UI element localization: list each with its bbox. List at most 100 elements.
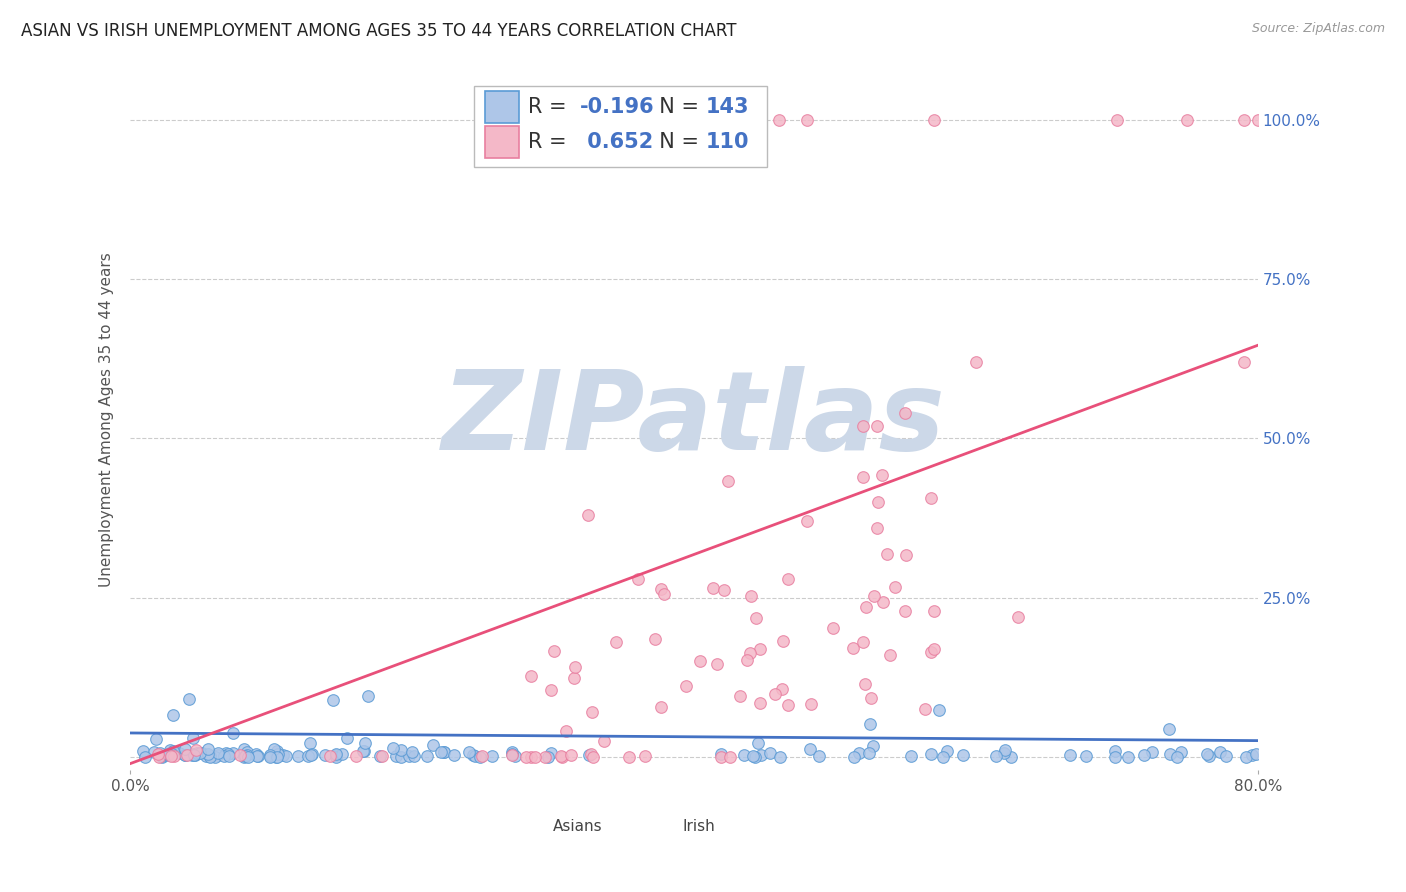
- Point: [520, 669, 543, 683]
- Point: [860, 690, 883, 705]
- Point: [524, 750, 547, 764]
- Point: [146, 747, 169, 761]
- Text: 0.652: 0.652: [581, 132, 654, 153]
- Point: [550, 750, 572, 764]
- Point: [689, 654, 711, 668]
- Point: [852, 418, 875, 433]
- Point: [464, 748, 486, 763]
- Point: [702, 581, 724, 595]
- Point: [183, 748, 205, 763]
- Point: [458, 745, 481, 759]
- Point: [1198, 749, 1220, 764]
- Point: [1233, 355, 1256, 369]
- Point: [176, 748, 198, 763]
- Point: [706, 657, 728, 671]
- Point: [733, 747, 755, 762]
- Point: [555, 724, 578, 739]
- Point: [163, 749, 186, 764]
- Point: [534, 750, 557, 764]
- Point: [319, 749, 342, 764]
- Point: [778, 698, 800, 712]
- Point: [197, 747, 219, 761]
- Point: [274, 749, 297, 764]
- Point: [605, 634, 627, 648]
- Point: [503, 749, 526, 764]
- Point: [952, 747, 974, 762]
- Point: [322, 693, 344, 707]
- Point: [463, 748, 485, 763]
- Point: [1116, 749, 1139, 764]
- Point: [325, 747, 347, 762]
- Point: [301, 747, 323, 762]
- Point: [920, 747, 942, 761]
- Point: [965, 355, 987, 369]
- Point: [634, 749, 657, 764]
- Point: [984, 748, 1007, 763]
- Point: [749, 642, 772, 657]
- Point: [862, 739, 884, 753]
- Point: [560, 747, 582, 762]
- Point: [236, 750, 259, 764]
- Point: [266, 743, 288, 757]
- Point: [195, 749, 218, 764]
- Point: [259, 750, 281, 764]
- Point: [181, 731, 204, 745]
- Point: [218, 749, 240, 764]
- Point: [1246, 747, 1268, 761]
- Point: [148, 749, 170, 764]
- Point: [1215, 748, 1237, 763]
- Point: [174, 747, 197, 762]
- Text: N =: N =: [645, 97, 706, 117]
- Point: [741, 749, 763, 764]
- Point: [235, 749, 257, 764]
- Point: [259, 747, 281, 762]
- Point: [749, 748, 772, 763]
- Point: [1197, 747, 1219, 761]
- Text: ASIAN VS IRISH UNEMPLOYMENT AMONG AGES 35 TO 44 YEARS CORRELATION CHART: ASIAN VS IRISH UNEMPLOYMENT AMONG AGES 3…: [21, 22, 737, 40]
- Point: [868, 495, 890, 509]
- Point: [266, 749, 288, 764]
- Point: [267, 747, 290, 761]
- Point: [932, 749, 955, 764]
- Point: [131, 744, 153, 758]
- Text: N =: N =: [645, 132, 706, 153]
- Point: [821, 621, 844, 635]
- Point: [1000, 749, 1022, 764]
- Point: [772, 634, 794, 648]
- Point: [540, 683, 562, 698]
- Text: ZIPatlas: ZIPatlas: [443, 366, 946, 473]
- Point: [501, 746, 523, 760]
- Point: [134, 749, 156, 764]
- Point: [993, 747, 1015, 761]
- Point: [212, 748, 235, 763]
- Point: [872, 594, 894, 608]
- Point: [198, 750, 221, 764]
- Y-axis label: Unemployment Among Ages 35 to 44 years: Unemployment Among Ages 35 to 44 years: [100, 252, 114, 587]
- Point: [245, 747, 267, 761]
- Point: [564, 660, 586, 674]
- Point: [501, 747, 523, 762]
- Point: [747, 735, 769, 749]
- Point: [581, 747, 603, 761]
- Point: [217, 747, 239, 761]
- Point: [221, 746, 243, 760]
- Point: [744, 749, 766, 764]
- Point: [162, 708, 184, 723]
- Point: [738, 646, 761, 660]
- Point: [718, 750, 741, 764]
- Point: [876, 548, 898, 562]
- Point: [675, 679, 697, 693]
- Point: [914, 702, 936, 716]
- Point: [190, 746, 212, 760]
- Point: [1104, 749, 1126, 764]
- Point: [389, 743, 412, 757]
- Point: [763, 687, 786, 701]
- Point: [299, 747, 322, 762]
- Point: [769, 749, 792, 764]
- Point: [582, 750, 605, 764]
- Point: [1170, 745, 1192, 759]
- Point: [650, 582, 672, 596]
- Point: [167, 747, 190, 761]
- Point: [186, 746, 208, 760]
- Point: [759, 746, 782, 760]
